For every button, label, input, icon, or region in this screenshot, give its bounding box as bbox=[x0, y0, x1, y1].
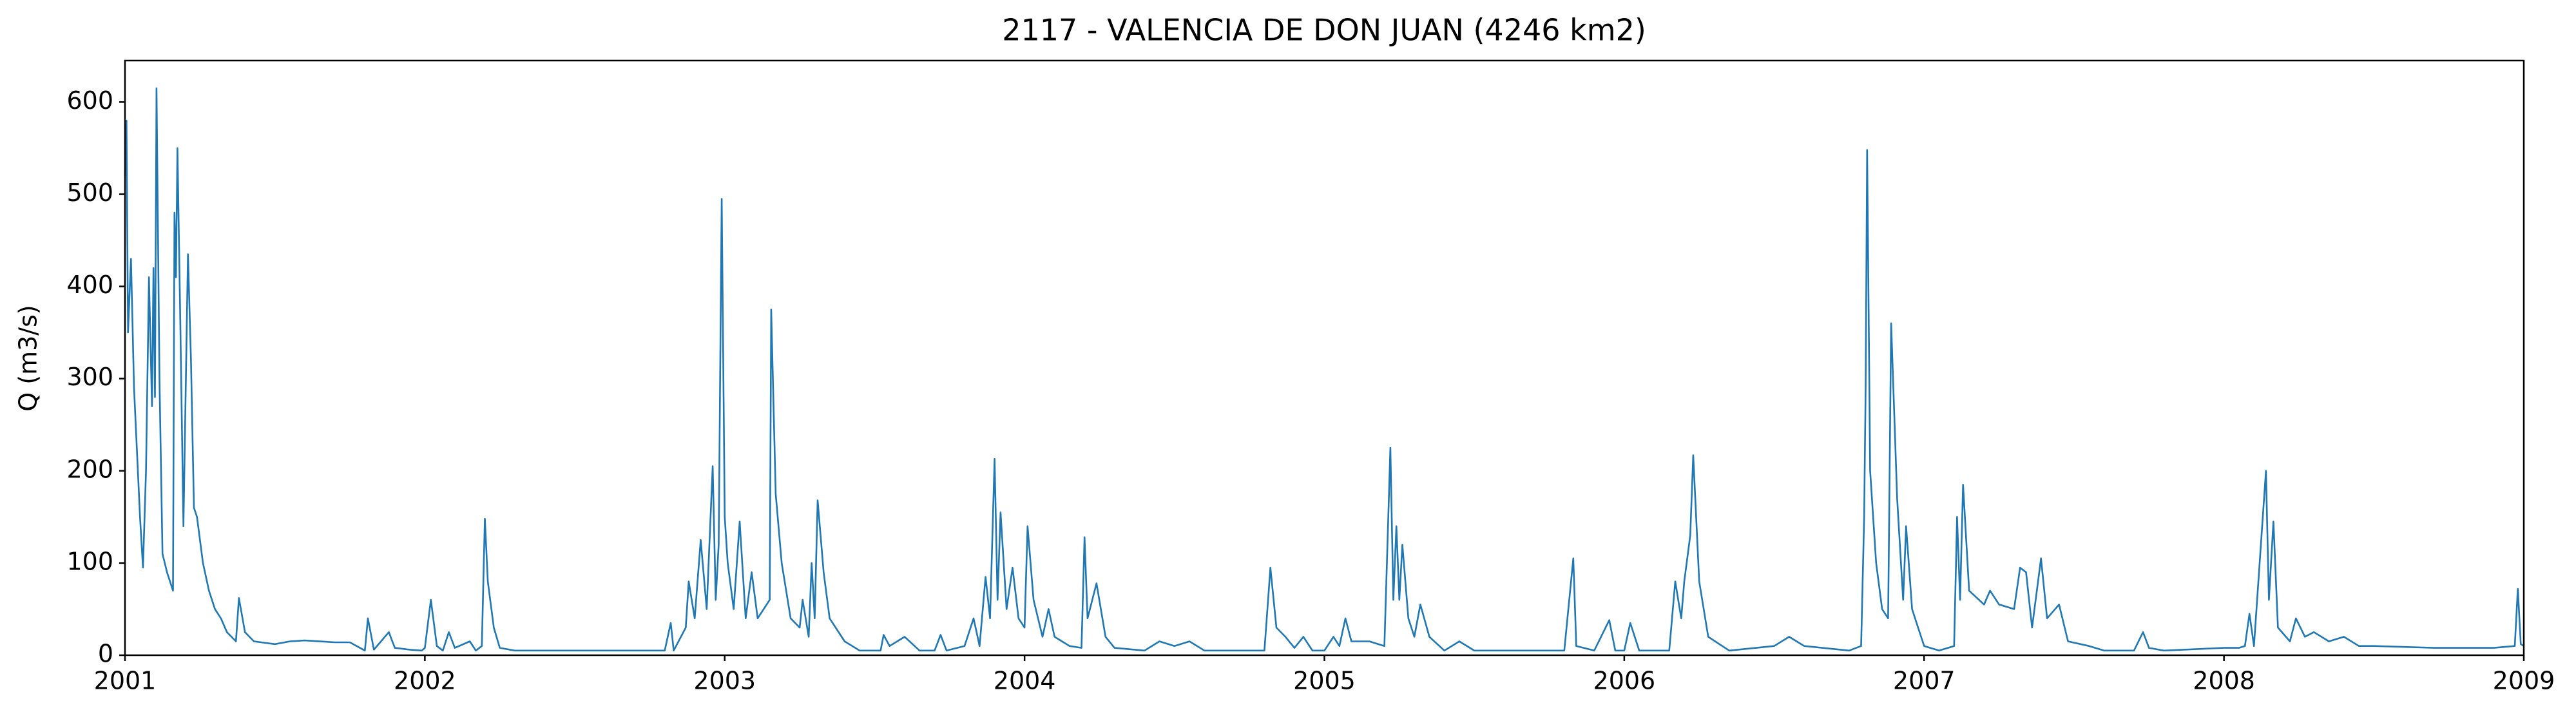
x-tick-label: 2007 bbox=[1893, 667, 1956, 695]
x-tick-label: 2004 bbox=[994, 667, 1056, 695]
y-tick-label: 100 bbox=[66, 547, 113, 575]
y-tick-label: 0 bbox=[98, 640, 113, 668]
x-tick-label: 2008 bbox=[2193, 667, 2255, 695]
x-tick-label: 2006 bbox=[1593, 667, 1656, 695]
chart-title: 2117 - VALENCIA DE DON JUAN (4246 km2) bbox=[1002, 13, 1646, 48]
x-tick-label: 2009 bbox=[2493, 667, 2555, 695]
data-line bbox=[124, 87, 2524, 652]
plot-frame bbox=[124, 59, 2525, 657]
x-tick-label: 2002 bbox=[394, 667, 456, 695]
y-tick-label: 400 bbox=[66, 271, 113, 299]
y-axis-label: Q (m3/s) bbox=[14, 305, 43, 411]
y-tick-label: 200 bbox=[66, 455, 113, 483]
y-tick-label: 600 bbox=[66, 86, 113, 115]
x-tick-label: 2001 bbox=[94, 667, 157, 695]
x-tick-label: 2003 bbox=[693, 667, 756, 695]
y-tick-label: 300 bbox=[66, 363, 113, 391]
y-tick-label: 500 bbox=[66, 178, 113, 207]
x-tick-label: 2005 bbox=[1293, 667, 1356, 695]
